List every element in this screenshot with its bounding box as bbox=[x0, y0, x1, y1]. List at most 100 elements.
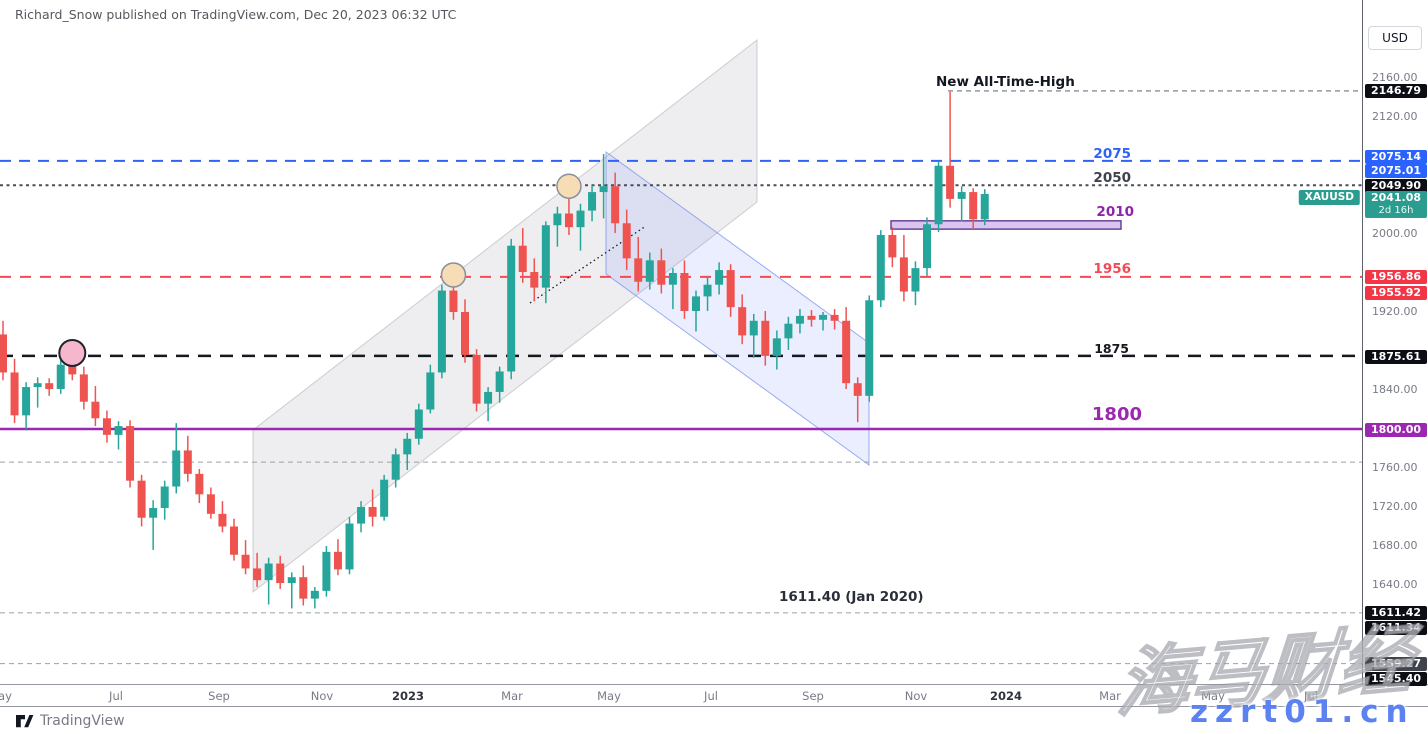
candle bbox=[819, 314, 828, 320]
price-badge-value: 1956.86 bbox=[1370, 270, 1422, 283]
candle bbox=[322, 551, 331, 591]
candle bbox=[530, 272, 539, 288]
candle bbox=[830, 314, 839, 321]
time-label: May bbox=[0, 689, 12, 703]
candle bbox=[276, 563, 285, 584]
candle bbox=[784, 323, 793, 339]
candle bbox=[299, 577, 308, 599]
header-attribution: Richard_Snow published on TradingView.co… bbox=[15, 7, 457, 22]
price-badge-value: 2075.14 bbox=[1370, 150, 1422, 163]
price-badge-value: 1611.42 bbox=[1370, 606, 1422, 619]
candle bbox=[172, 450, 181, 487]
candle bbox=[68, 364, 77, 375]
price-badge-value: 1955.92 bbox=[1370, 286, 1422, 299]
price-badge-value: 2041.08 bbox=[1370, 190, 1422, 204]
candle bbox=[668, 273, 677, 285]
time-label: Mar bbox=[1099, 689, 1121, 703]
time-label: 2024 bbox=[989, 689, 1023, 703]
candle bbox=[183, 450, 192, 474]
price-badge: 1559.27 bbox=[1365, 657, 1427, 671]
candle bbox=[287, 577, 296, 584]
candle bbox=[310, 590, 319, 599]
time-axis[interactable]: May Jul Sep Nov 2023 Mar May Jul Sep Nov 2024 Mar Ma… bbox=[0, 684, 1428, 707]
price-badge: 1956.86 bbox=[1365, 270, 1427, 284]
candle bbox=[22, 387, 31, 416]
candle bbox=[357, 507, 366, 524]
price-badge: 1611.34 bbox=[1365, 621, 1427, 635]
symbol-label: XAUUSD bbox=[1298, 190, 1360, 205]
candle bbox=[137, 480, 146, 518]
time-label: May bbox=[597, 689, 621, 703]
descending-channel bbox=[605, 151, 870, 466]
candle bbox=[692, 296, 700, 312]
candle bbox=[541, 225, 550, 288]
price-tick: 1720.00 bbox=[1372, 500, 1418, 513]
candle bbox=[414, 409, 423, 439]
time-label: May bbox=[1201, 689, 1225, 703]
time-label: Nov bbox=[904, 689, 928, 703]
candle bbox=[657, 260, 666, 285]
candle bbox=[45, 383, 54, 390]
event-circle bbox=[58, 338, 87, 367]
candle bbox=[230, 526, 238, 555]
price-badge-value: 1611.34 bbox=[1370, 621, 1422, 634]
candle bbox=[195, 473, 204, 495]
price-badge: 1955.92 bbox=[1365, 286, 1427, 300]
candle bbox=[518, 245, 527, 273]
candle bbox=[795, 315, 804, 324]
time-label: Mar bbox=[501, 689, 523, 703]
candle bbox=[495, 371, 504, 392]
candle bbox=[79, 374, 88, 402]
price-badge-countdown: 2d 16h bbox=[1378, 204, 1414, 216]
candle bbox=[461, 312, 469, 355]
candle bbox=[507, 245, 516, 372]
price-tick: 1840.00 bbox=[1372, 383, 1418, 396]
price-badge: 2041.08 2d 16h bbox=[1365, 190, 1427, 218]
price-tick: 2000.00 bbox=[1372, 227, 1418, 240]
candle bbox=[437, 290, 446, 373]
price-badge: 2075.01 bbox=[1365, 164, 1427, 178]
tradingview-logo[interactable]: TradingView bbox=[15, 711, 125, 730]
dotted-trendline bbox=[529, 225, 647, 304]
candle bbox=[772, 338, 781, 356]
candle bbox=[899, 257, 908, 292]
chart-area[interactable]: New All-Time-High 2075 2050 2010 1956 1875 180… bbox=[0, 0, 1362, 684]
candle bbox=[126, 426, 135, 481]
candle bbox=[241, 554, 250, 569]
price-badge-value: 2146.79 bbox=[1370, 84, 1422, 97]
candlestick-chart[interactable] bbox=[0, 0, 1362, 684]
candle bbox=[611, 186, 620, 224]
candle bbox=[934, 165, 943, 225]
price-badge-value: 1800.00 bbox=[1370, 423, 1422, 436]
candle bbox=[553, 213, 562, 226]
candle bbox=[564, 213, 573, 228]
candle bbox=[969, 192, 978, 220]
candle bbox=[449, 290, 458, 312]
candle bbox=[484, 391, 493, 404]
price-axis-panel[interactable]: USD 2160.00 2120.00 2000.00 1920.00 1840.00 1… bbox=[1362, 0, 1428, 686]
candle bbox=[876, 234, 885, 301]
price-tick: 1640.00 bbox=[1372, 578, 1418, 591]
price-badge-value: 1875.61 bbox=[1370, 350, 1422, 363]
candle bbox=[91, 401, 100, 419]
candle bbox=[703, 284, 712, 297]
tradingview-logo-icon bbox=[16, 715, 34, 728]
candle bbox=[842, 320, 851, 384]
time-label: Jul bbox=[109, 689, 123, 703]
currency-button[interactable]: USD bbox=[1368, 26, 1422, 50]
candle bbox=[957, 192, 966, 199]
time-label: Sep bbox=[208, 689, 230, 703]
candle bbox=[911, 268, 920, 292]
price-badge-value: 1559.27 bbox=[1370, 657, 1422, 670]
price-badge: 2075.14 bbox=[1365, 150, 1427, 164]
candle bbox=[599, 186, 608, 193]
candle bbox=[761, 320, 770, 356]
candle bbox=[380, 479, 389, 517]
candle bbox=[715, 270, 724, 285]
price-tick: 2160.00 bbox=[1372, 71, 1418, 84]
price-badge: 2146.79 bbox=[1365, 84, 1427, 98]
candle bbox=[403, 438, 412, 455]
candle bbox=[206, 494, 215, 514]
candle bbox=[680, 273, 689, 312]
